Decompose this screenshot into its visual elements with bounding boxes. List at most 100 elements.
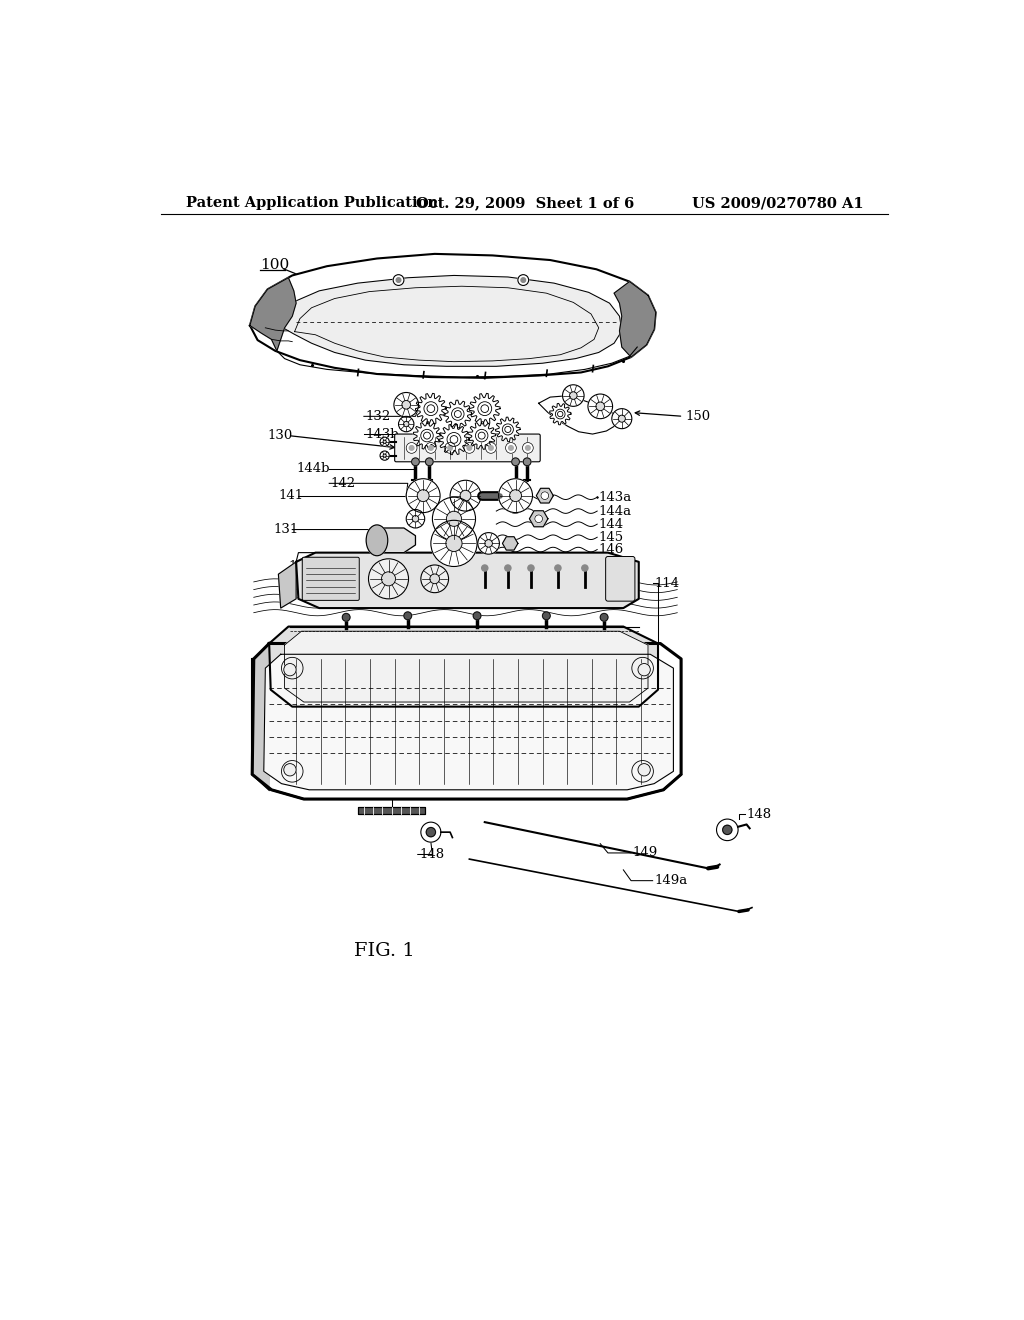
- Circle shape: [541, 492, 549, 499]
- Text: 100: 100: [260, 257, 289, 272]
- Circle shape: [506, 442, 516, 453]
- Polygon shape: [469, 393, 500, 424]
- Circle shape: [638, 763, 650, 776]
- Circle shape: [555, 409, 565, 418]
- Circle shape: [393, 275, 403, 285]
- Circle shape: [445, 536, 462, 552]
- Circle shape: [369, 558, 409, 599]
- Circle shape: [412, 458, 419, 466]
- Circle shape: [481, 405, 488, 413]
- Polygon shape: [285, 631, 648, 702]
- Circle shape: [557, 412, 563, 417]
- Ellipse shape: [367, 525, 388, 556]
- Circle shape: [427, 405, 435, 413]
- Bar: [357, 807, 425, 814]
- Circle shape: [569, 392, 578, 400]
- Circle shape: [484, 540, 493, 548]
- Circle shape: [383, 440, 386, 444]
- Circle shape: [421, 429, 433, 442]
- Circle shape: [446, 511, 462, 527]
- Text: 148: 148: [419, 847, 444, 861]
- Polygon shape: [264, 655, 674, 789]
- Polygon shape: [468, 422, 496, 449]
- Polygon shape: [416, 393, 446, 424]
- Circle shape: [618, 416, 626, 422]
- Circle shape: [473, 612, 481, 619]
- Circle shape: [401, 400, 411, 409]
- Circle shape: [723, 825, 732, 834]
- Circle shape: [518, 275, 528, 285]
- Circle shape: [380, 437, 389, 446]
- Circle shape: [522, 442, 534, 453]
- Circle shape: [421, 822, 441, 842]
- Circle shape: [464, 442, 475, 453]
- Circle shape: [488, 446, 494, 450]
- Circle shape: [284, 763, 296, 776]
- Circle shape: [467, 446, 472, 450]
- Circle shape: [475, 429, 487, 442]
- Circle shape: [403, 612, 412, 619]
- Text: 144: 144: [599, 517, 624, 531]
- Polygon shape: [503, 537, 518, 550]
- Polygon shape: [296, 553, 639, 609]
- Text: 144a: 144a: [599, 504, 632, 517]
- Circle shape: [478, 401, 492, 416]
- Text: 113: 113: [346, 714, 372, 727]
- Text: 114: 114: [654, 577, 679, 590]
- Circle shape: [528, 565, 535, 572]
- Circle shape: [481, 565, 487, 572]
- Text: 144b: 144b: [296, 462, 330, 475]
- Text: 130: 130: [267, 429, 293, 442]
- Circle shape: [407, 510, 425, 528]
- Polygon shape: [377, 528, 416, 553]
- Circle shape: [394, 392, 419, 417]
- Circle shape: [717, 818, 738, 841]
- Circle shape: [451, 480, 481, 511]
- FancyBboxPatch shape: [302, 557, 359, 601]
- Circle shape: [417, 490, 429, 502]
- Polygon shape: [496, 417, 520, 442]
- Circle shape: [460, 490, 471, 502]
- Text: 147: 147: [289, 560, 313, 573]
- Polygon shape: [269, 627, 658, 706]
- Circle shape: [499, 479, 532, 512]
- Circle shape: [342, 614, 350, 622]
- Circle shape: [421, 565, 449, 593]
- Circle shape: [535, 515, 543, 523]
- Circle shape: [543, 612, 550, 619]
- Text: 118: 118: [604, 335, 629, 348]
- Circle shape: [425, 458, 433, 466]
- Polygon shape: [550, 404, 571, 425]
- Circle shape: [588, 393, 612, 418]
- Polygon shape: [252, 644, 270, 789]
- Polygon shape: [438, 424, 469, 455]
- Circle shape: [555, 565, 561, 572]
- Circle shape: [284, 664, 296, 676]
- Bar: [357, 807, 425, 814]
- Circle shape: [452, 408, 464, 420]
- Circle shape: [505, 565, 511, 572]
- Text: US 2009/0270780 A1: US 2009/0270780 A1: [692, 197, 863, 210]
- Circle shape: [611, 409, 632, 429]
- Text: 141: 141: [279, 490, 303, 502]
- Circle shape: [582, 565, 588, 572]
- Text: Patent Application Publication: Patent Application Publication: [186, 197, 438, 210]
- Text: 110: 110: [311, 698, 337, 711]
- Text: 112: 112: [258, 660, 283, 673]
- Circle shape: [596, 403, 604, 411]
- Circle shape: [478, 533, 500, 554]
- Text: 146: 146: [599, 543, 624, 556]
- Circle shape: [403, 421, 409, 426]
- Text: 143a: 143a: [599, 491, 632, 504]
- Text: 149: 149: [633, 846, 657, 859]
- Text: 131: 131: [273, 523, 298, 536]
- Circle shape: [600, 614, 608, 622]
- Circle shape: [398, 416, 414, 432]
- Polygon shape: [281, 276, 622, 367]
- Circle shape: [478, 432, 485, 440]
- Polygon shape: [614, 281, 655, 358]
- Circle shape: [380, 451, 389, 461]
- Circle shape: [503, 424, 513, 436]
- Polygon shape: [529, 511, 548, 527]
- Circle shape: [425, 442, 436, 453]
